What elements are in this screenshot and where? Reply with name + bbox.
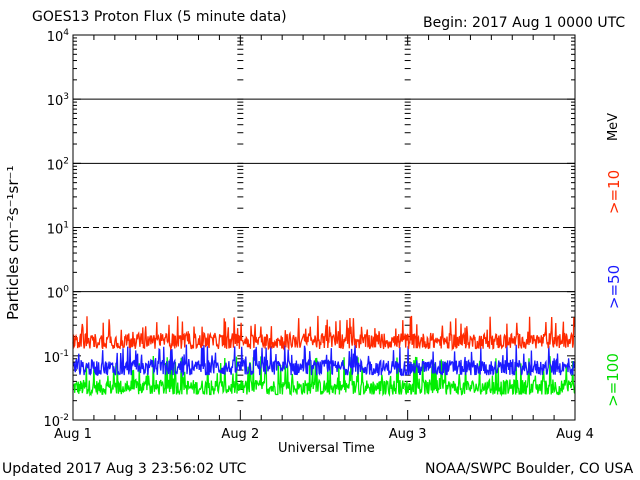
legend-ge50: >=50 [605,264,624,310]
legend-ge100: >=100 [603,353,622,407]
x-tick-label: Aug 3 [389,427,427,442]
y-tick-label: 101 [47,221,69,238]
y-tick-label: 10-1 [43,349,69,366]
y-axis-label: Particles cm⁻²s⁻¹sr⁻¹ [4,165,22,320]
legend-unit: MeV [606,112,622,142]
y-tick-label: 10-2 [43,413,69,430]
x-tick-label: Aug 1 [54,427,92,442]
series-line [72,344,576,378]
plot-frame-top [72,34,576,421]
x-tick-label: Aug 2 [221,427,259,442]
x-axis-label: Universal Time [278,441,375,456]
footer-updated: Updated 2017 Aug 3 23:56:02 UTC [2,461,247,477]
chart-title: GOES13 Proton Flux (5 minute data) [32,9,287,25]
footer-credit: NOAA/SWPC Boulder, CO USA [425,461,634,477]
y-tick-label: 103 [47,92,69,109]
series-line [72,315,576,352]
begin-label: Begin: 2017 Aug 1 0000 UTC [423,15,626,31]
y-tick-label: 102 [47,156,69,173]
y-tick-label: 104 [47,28,70,45]
legend-ge10: >=10 [605,169,624,215]
series-line [72,355,576,397]
x-tick-label: Aug 4 [556,427,594,442]
y-tick-label: 100 [47,285,70,302]
